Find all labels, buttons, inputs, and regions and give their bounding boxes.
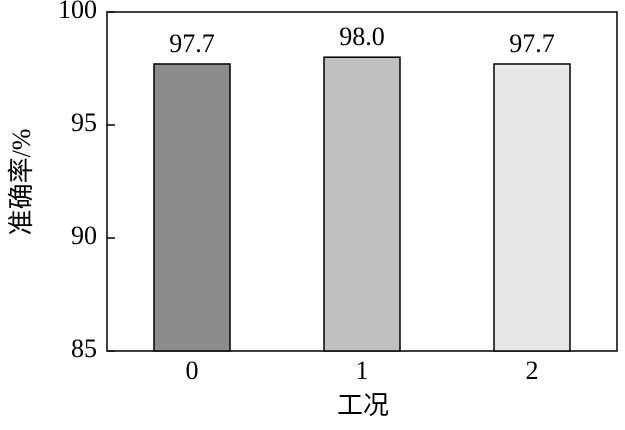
y-tick-label: 85 (71, 334, 97, 363)
bar (153, 63, 231, 352)
y-tick-label: 90 (71, 221, 97, 250)
value-label: 97.7 (509, 29, 555, 58)
value-label: 97.7 (169, 29, 215, 58)
y-axis-label: 准确率/% (7, 129, 36, 236)
x-tick-label: 2 (526, 356, 539, 385)
x-axis-label: 工况 (337, 391, 389, 420)
x-tick-label: 0 (186, 356, 199, 385)
y-tick-label: 95 (71, 108, 97, 137)
value-label: 98.0 (339, 22, 385, 51)
x-tick-label: 1 (356, 356, 369, 385)
y-tick-label: 100 (58, 0, 97, 24)
bar (323, 56, 401, 352)
bar (493, 63, 571, 352)
